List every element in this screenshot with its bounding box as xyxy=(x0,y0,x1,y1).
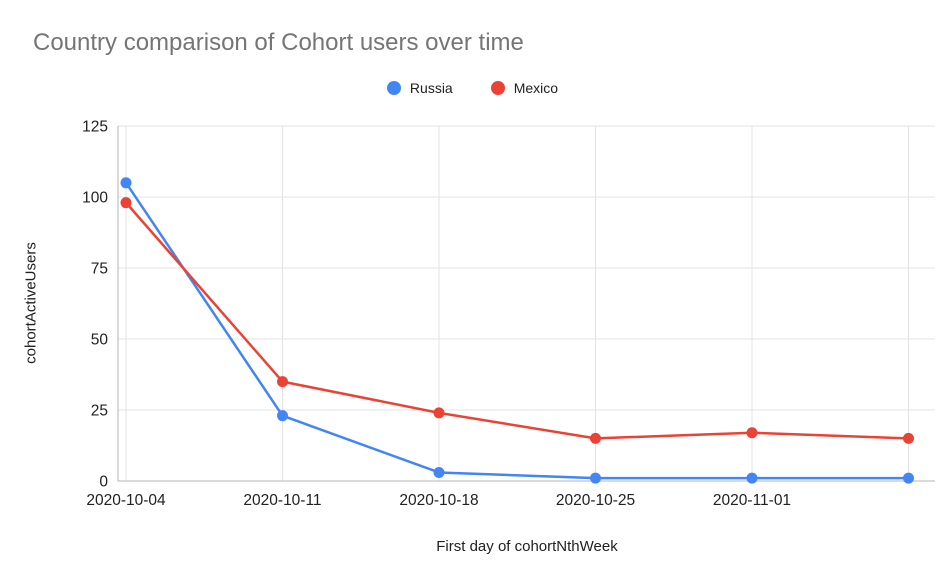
y-tick-label: 100 xyxy=(82,190,108,207)
data-point-russia[interactable] xyxy=(903,472,914,484)
legend-label-russia: Russia xyxy=(409,80,453,96)
data-point-russia[interactable] xyxy=(590,472,601,484)
legend-item-russia: Russia xyxy=(386,80,453,96)
data-point-mexico[interactable] xyxy=(746,427,758,439)
data-point-mexico[interactable] xyxy=(120,197,132,209)
x-tick-label: 2020-11-01 xyxy=(713,492,791,509)
y-tick-label: 25 xyxy=(91,403,108,420)
data-point-mexico[interactable] xyxy=(903,432,914,444)
legend-label-mexico: Mexico xyxy=(513,80,559,96)
data-point-mexico[interactable] xyxy=(277,376,288,388)
y-tick-label: 0 xyxy=(99,474,108,491)
series-line-russia xyxy=(124,181,910,480)
x-axis-title: First day of cohortNthWeek xyxy=(436,538,618,555)
y-tick-label: 125 xyxy=(82,119,108,136)
chart-legend: Russia Mexico xyxy=(0,80,945,96)
legend-item-mexico: Mexico xyxy=(490,80,559,96)
y-axis-title: cohortActiveUsers xyxy=(22,242,40,364)
x-tick-label: 2020-10-04 xyxy=(86,492,166,509)
y-tick-label: 50 xyxy=(91,332,109,349)
x-tick-label: 2020-10-25 xyxy=(556,492,635,509)
data-point-mexico[interactable] xyxy=(590,432,601,444)
data-point-mexico[interactable] xyxy=(433,407,445,419)
legend-dot-mexico xyxy=(490,81,505,95)
data-point-russia[interactable] xyxy=(277,410,288,422)
data-point-russia[interactable] xyxy=(746,472,758,484)
data-point-russia[interactable] xyxy=(433,466,445,478)
y-tick-label: 75 xyxy=(91,261,108,278)
data-point-russia[interactable] xyxy=(120,177,132,189)
chart-title: Country comparison of Cohort users over … xyxy=(33,29,524,56)
x-tick-label: 2020-10-11 xyxy=(243,492,321,509)
x-tick-label: 2020-10-18 xyxy=(399,492,478,509)
legend-dot-russia xyxy=(386,81,401,95)
series-line-mexico xyxy=(124,201,910,440)
